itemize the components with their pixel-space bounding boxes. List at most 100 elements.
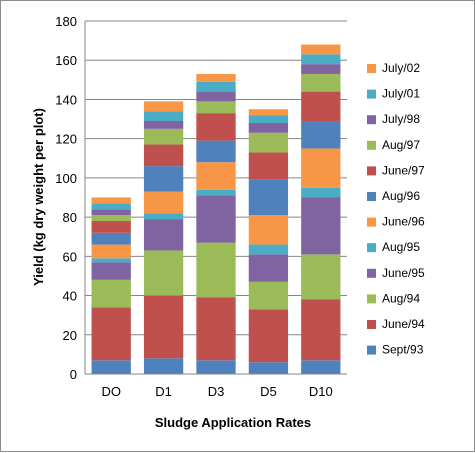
bar-segment xyxy=(248,179,289,216)
legend-label: July/98 xyxy=(382,112,420,126)
legend-label: Aug/94 xyxy=(382,291,420,305)
bar-segment xyxy=(196,360,236,374)
bar-segment xyxy=(91,244,131,259)
bar-segment xyxy=(91,262,131,280)
bar-segment xyxy=(301,148,341,188)
legend-label: June/96 xyxy=(382,215,425,229)
x-tick-labels: DO D1 D3 D5 D10 xyxy=(101,384,332,399)
bar-segment xyxy=(301,254,341,300)
bar-segment xyxy=(91,221,131,233)
legend-label: July/02 xyxy=(382,61,420,75)
bar-segment xyxy=(301,73,341,92)
bar-segment xyxy=(301,121,341,149)
legend-swatch xyxy=(367,115,376,125)
bar-segment xyxy=(301,299,341,361)
bar-segment xyxy=(248,254,289,282)
y-tick-label: 60 xyxy=(63,249,77,264)
bar-segment xyxy=(91,215,131,222)
bar-segment xyxy=(143,101,184,112)
bar-segment xyxy=(91,232,131,245)
y-tick-label: 100 xyxy=(55,171,77,186)
legend-swatch xyxy=(367,268,376,278)
bar-segment xyxy=(196,162,236,190)
bar-segment xyxy=(196,91,236,102)
y-tick-label: 120 xyxy=(55,132,77,147)
bar-segment xyxy=(196,189,236,196)
bar-segment xyxy=(91,360,131,374)
legend-swatch xyxy=(367,64,376,73)
legend-label: June/95 xyxy=(382,266,425,280)
bar-segment xyxy=(143,191,184,214)
bar-segment xyxy=(196,297,236,361)
bar-segment xyxy=(301,197,341,255)
bar-segment xyxy=(91,279,131,308)
bar-segment xyxy=(248,309,289,363)
legend-swatch xyxy=(367,320,376,329)
y-tick-label: 180 xyxy=(55,14,77,29)
bar-segment xyxy=(91,209,131,216)
legend-label: June/97 xyxy=(382,163,425,177)
y-tick-label: 140 xyxy=(55,92,77,107)
bar-segment xyxy=(196,195,236,243)
bar-segment xyxy=(143,295,184,359)
bar-segment xyxy=(91,258,131,263)
y-tick-label: 20 xyxy=(63,328,77,343)
bar-segment xyxy=(91,203,131,210)
bar-segment xyxy=(143,128,184,145)
bar-segment xyxy=(301,187,341,198)
legend-swatch xyxy=(367,166,376,176)
legend-label: Aug/95 xyxy=(382,240,420,254)
y-tick-label: 160 xyxy=(55,53,77,68)
bar-segment xyxy=(143,144,184,167)
bar-segment xyxy=(143,250,184,296)
axes xyxy=(84,21,347,375)
bar-segment xyxy=(196,101,236,114)
x-tick-label: DO xyxy=(101,384,121,399)
legend: July/02 July/01 July/98 Aug/97 June/97 Aug/96… xyxy=(367,61,425,357)
bar-segment xyxy=(248,215,289,245)
x-tick-label: D5 xyxy=(260,384,277,399)
bar-segment xyxy=(248,115,289,123)
x-tick-label: D10 xyxy=(309,384,333,399)
legend-swatch xyxy=(367,192,376,201)
y-tick-labels: 0 20 40 60 80 100 120 140 160 180 xyxy=(55,14,77,382)
bar-segment xyxy=(196,73,236,82)
bar-segment xyxy=(143,111,184,122)
legend-label: July/01 xyxy=(382,87,420,101)
x-tick-label: D3 xyxy=(208,384,225,399)
bar-segment xyxy=(248,152,289,180)
bar-segment xyxy=(196,81,236,92)
legend-swatch xyxy=(367,140,376,150)
legend-label: June/94 xyxy=(382,317,425,331)
bar-segment xyxy=(248,122,289,133)
legend-swatch xyxy=(367,294,376,304)
legend-swatch xyxy=(367,243,376,253)
bar-segment xyxy=(248,244,289,255)
bar-segment xyxy=(196,242,236,298)
bar-segment xyxy=(301,91,341,122)
x-tick-label: D1 xyxy=(155,384,172,399)
bar-segment xyxy=(143,121,184,129)
bar-segment xyxy=(301,54,341,65)
y-tick-label: 80 xyxy=(63,210,77,225)
y-tick-label: 40 xyxy=(63,289,77,304)
bar-segment xyxy=(143,213,184,220)
y-axis-title: Yield (kg dry weight per plot) xyxy=(31,108,46,286)
y-tick-label: 0 xyxy=(70,367,77,382)
bar-segment xyxy=(91,197,131,204)
legend-swatch xyxy=(367,89,376,99)
bar-segment xyxy=(196,113,236,141)
bar-segment xyxy=(143,219,184,251)
bar-segment xyxy=(248,362,289,374)
legend-swatch xyxy=(367,345,376,355)
bar-segment xyxy=(301,44,341,55)
bar-segment xyxy=(248,109,289,116)
bar-segment xyxy=(301,360,341,374)
x-axis-title: Sludge Application Rates xyxy=(155,415,311,430)
legend-swatch xyxy=(367,217,376,227)
legend-label: Aug/96 xyxy=(382,189,420,203)
bar-segment xyxy=(248,132,289,153)
legend-label: Sept/93 xyxy=(382,343,424,357)
bar-segment xyxy=(248,281,289,310)
